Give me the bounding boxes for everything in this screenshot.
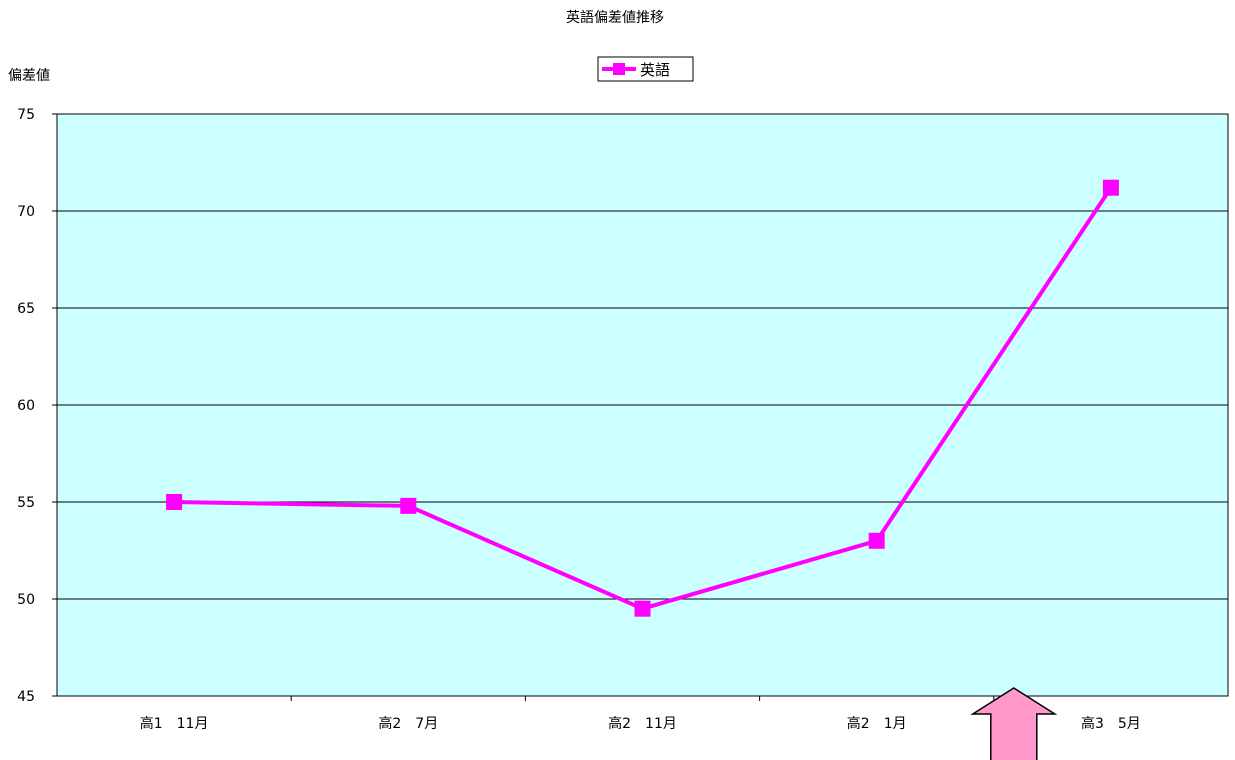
- legend-label: 英語: [640, 61, 670, 79]
- data-point: [868, 532, 885, 549]
- x-tick-label: 高2 11月: [608, 715, 677, 732]
- legend-marker: [613, 63, 625, 75]
- y-tick-label: 75: [17, 107, 35, 123]
- chart-title: 英語偏差値推移: [566, 9, 664, 26]
- y-tick-label: 65: [17, 301, 35, 317]
- y-tick-label: 60: [17, 398, 35, 414]
- data-point: [1102, 179, 1119, 196]
- legend: 英語: [597, 56, 694, 82]
- x-tick-label: 高2 7月: [378, 715, 438, 732]
- data-point: [166, 494, 183, 510]
- y-axis-label: 偏差値: [8, 68, 50, 84]
- data-point: [400, 497, 417, 514]
- plot-border: [56, 113, 1229, 697]
- y-tick-label: 70: [17, 204, 35, 220]
- up-arrow-annotation: [970, 687, 1058, 760]
- x-tick-label: 高2 1月: [847, 715, 907, 732]
- x-tick-label: 高3 5月: [1081, 715, 1141, 732]
- x-tick-label: 高1 11月: [140, 715, 209, 732]
- y-tick-label: 55: [17, 495, 35, 511]
- y-tick-label: 50: [17, 592, 35, 608]
- y-tick-label: 45: [17, 689, 35, 705]
- plot-area: 45 50 55 60 65 70 75 高1 11月 高2 7月 高2 11月 高2 1月 高3 5…: [17, 107, 1229, 760]
- data-point: [634, 600, 651, 617]
